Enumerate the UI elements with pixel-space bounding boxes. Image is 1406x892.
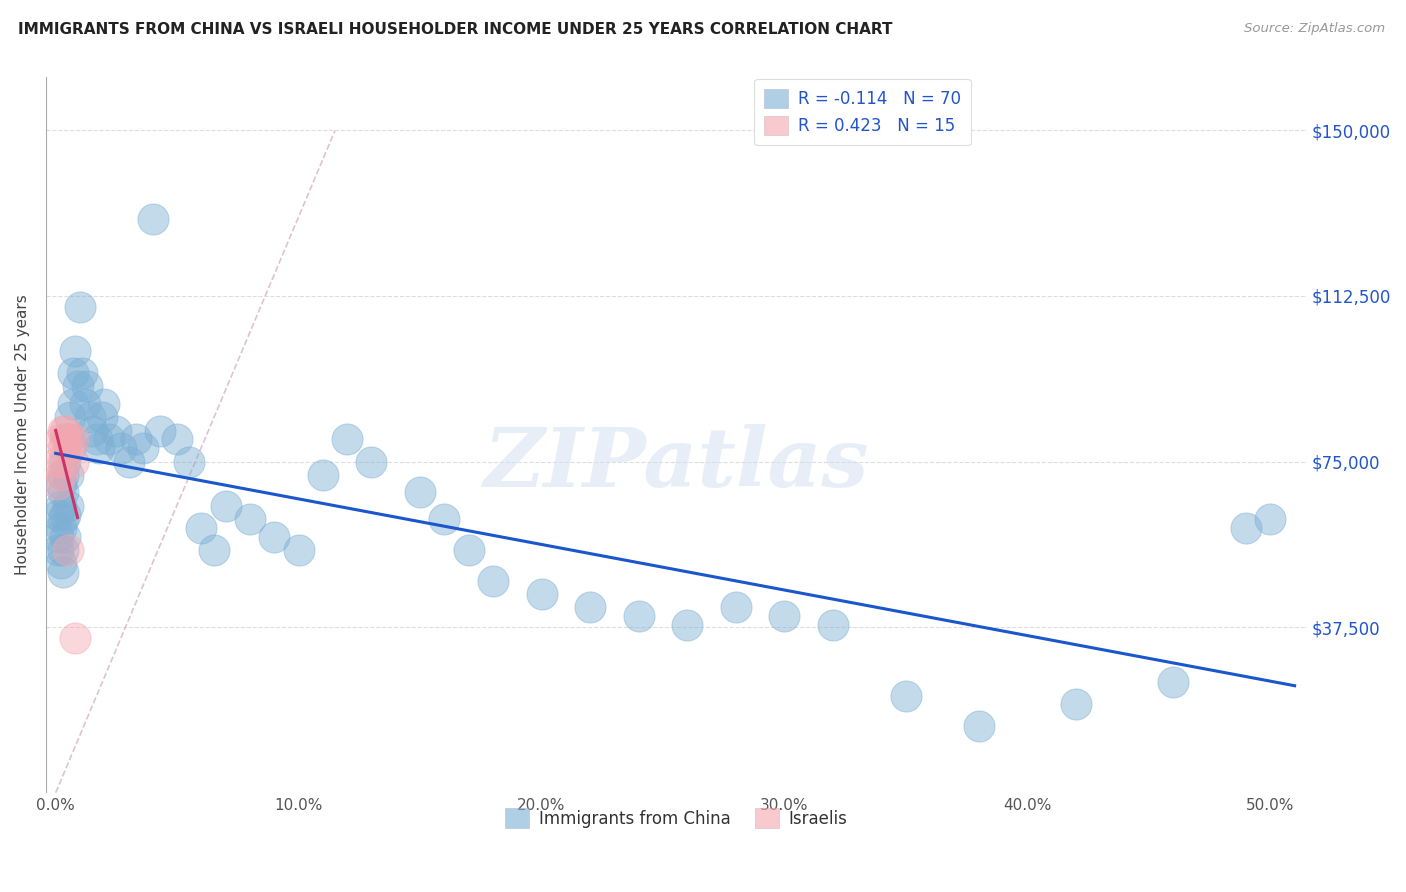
Point	[823, 618, 845, 632]
Point	[79, 410, 101, 425]
Point	[110, 442, 132, 456]
Point	[530, 587, 553, 601]
Point	[55, 508, 77, 522]
Point	[1234, 521, 1257, 535]
Point	[56, 499, 79, 513]
Point	[627, 609, 650, 624]
Point	[49, 499, 72, 513]
Point	[52, 454, 75, 468]
Point	[179, 454, 201, 468]
Point	[52, 467, 75, 482]
Point	[56, 433, 79, 447]
Point	[1161, 675, 1184, 690]
Point	[52, 565, 75, 579]
Point	[263, 530, 285, 544]
Point	[59, 442, 82, 456]
Point	[89, 442, 111, 456]
Point	[49, 556, 72, 570]
Point	[62, 397, 84, 411]
Point	[59, 410, 82, 425]
Point	[46, 508, 69, 522]
Point	[55, 454, 77, 468]
Point	[1260, 512, 1282, 526]
Text: ZIPatlas: ZIPatlas	[484, 424, 869, 504]
Point	[132, 442, 155, 456]
Point	[56, 467, 79, 482]
Point	[676, 618, 699, 632]
Point	[90, 410, 112, 425]
Point	[55, 433, 77, 447]
Point	[93, 397, 115, 411]
Point	[49, 433, 72, 447]
Point	[142, 211, 165, 226]
Point	[63, 344, 86, 359]
Point	[62, 366, 84, 380]
Point	[72, 366, 94, 380]
Y-axis label: Householder Income Under 25 years: Householder Income Under 25 years	[15, 294, 30, 575]
Point	[62, 454, 84, 468]
Point	[55, 530, 77, 544]
Point	[579, 600, 602, 615]
Point	[149, 424, 172, 438]
Point	[125, 433, 148, 447]
Point	[336, 433, 359, 447]
Point	[46, 476, 69, 491]
Point	[98, 433, 121, 447]
Point	[967, 719, 990, 733]
Point	[287, 542, 309, 557]
Point	[86, 433, 108, 447]
Point	[894, 689, 917, 703]
Point	[52, 485, 75, 500]
Point	[69, 300, 91, 314]
Point	[457, 542, 479, 557]
Point	[409, 485, 432, 500]
Point	[52, 542, 75, 557]
Point	[46, 542, 69, 557]
Point	[76, 379, 98, 393]
Point	[82, 424, 104, 438]
Point	[190, 521, 212, 535]
Point	[166, 433, 188, 447]
Point	[73, 397, 96, 411]
Point	[202, 542, 225, 557]
Point	[56, 433, 79, 447]
Text: IMMIGRANTS FROM CHINA VS ISRAELI HOUSEHOLDER INCOME UNDER 25 YEARS CORRELATION C: IMMIGRANTS FROM CHINA VS ISRAELI HOUSEHO…	[18, 22, 893, 37]
Point	[56, 542, 79, 557]
Point	[49, 521, 72, 535]
Point	[55, 424, 77, 438]
Point	[62, 433, 84, 447]
Text: Source: ZipAtlas.com: Source: ZipAtlas.com	[1244, 22, 1385, 36]
Point	[46, 530, 69, 544]
Point	[239, 512, 262, 526]
Point	[49, 476, 72, 491]
Point	[117, 454, 139, 468]
Point	[59, 442, 82, 456]
Point	[773, 609, 796, 624]
Point	[52, 512, 75, 526]
Point	[49, 467, 72, 482]
Point	[360, 454, 382, 468]
Point	[46, 454, 69, 468]
Legend: Immigrants from China, Israelis: Immigrants from China, Israelis	[499, 802, 855, 834]
Point	[66, 379, 89, 393]
Point	[105, 424, 128, 438]
Point	[433, 512, 456, 526]
Point	[724, 600, 747, 615]
Point	[1064, 698, 1087, 712]
Point	[482, 574, 505, 588]
Point	[63, 631, 86, 645]
Point	[52, 442, 75, 456]
Point	[52, 424, 75, 438]
Point	[215, 499, 238, 513]
Point	[312, 467, 335, 482]
